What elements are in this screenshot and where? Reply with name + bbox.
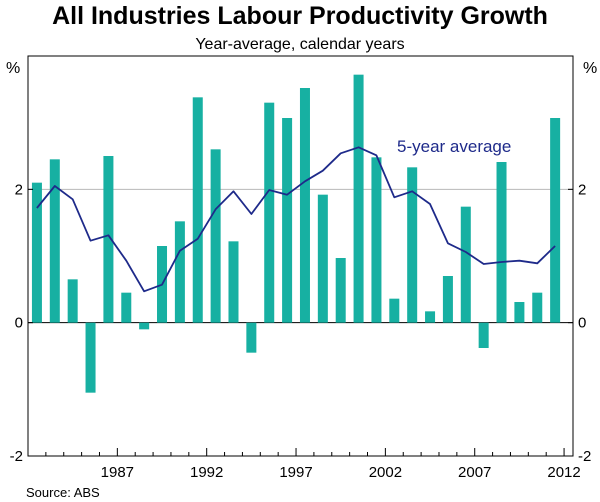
xtick-label-1997: 1997 — [279, 464, 312, 481]
bar-1990 — [174, 221, 185, 323]
bar-2010 — [532, 292, 543, 323]
bar-1988 — [139, 322, 150, 330]
y-unit-right: % — [583, 60, 597, 77]
bar-series — [31, 74, 561, 393]
xtick-label-2002: 2002 — [369, 464, 402, 481]
bar-1993 — [228, 241, 239, 323]
xtick-label-2007: 2007 — [458, 464, 491, 481]
xtick-label-1987: 1987 — [101, 464, 134, 481]
bar-1999 — [335, 258, 346, 323]
bar-2007 — [478, 322, 489, 348]
bar-1994 — [246, 322, 257, 353]
bar-1992 — [210, 149, 221, 323]
bar-1987 — [121, 292, 132, 323]
plot-frame — [27, 55, 574, 457]
ytick-left-label-2: 2 — [15, 181, 23, 198]
bar-2005 — [442, 276, 453, 323]
axis-ticks: -2 -2 0 0 2 2 1987 1992 1997 2002 2007 2012 — [10, 181, 592, 481]
bar-2004 — [425, 311, 436, 323]
bar-1985 — [85, 322, 96, 393]
bar-2002 — [389, 298, 400, 323]
chart-title: All Industries Labour Productivity Growt… — [52, 2, 548, 30]
bar-1996 — [282, 118, 293, 323]
bar-2008 — [496, 162, 507, 323]
ytick-left-label-0: -2 — [10, 448, 23, 465]
bar-1998 — [317, 194, 328, 323]
bar-2003 — [407, 167, 418, 323]
bar-1984 — [67, 279, 78, 323]
bar-2011 — [550, 118, 561, 323]
ytick-left-label-1: 0 — [15, 315, 23, 332]
bar-1983 — [49, 159, 60, 323]
source-note: Source: ABS — [26, 485, 100, 500]
line-annotation: 5-year average — [397, 137, 511, 156]
ytick-right-label-2: 2 — [578, 181, 586, 198]
ytick-right-label-1: 0 — [578, 315, 586, 332]
bar-1995 — [264, 102, 275, 323]
bar-2006 — [460, 206, 471, 323]
average-line — [36, 146, 556, 293]
plot-border — [27, 55, 574, 457]
average-line-series — [36, 146, 556, 293]
y-unit-left: % — [6, 60, 20, 77]
bar-2009 — [514, 302, 525, 323]
bar-1982 — [31, 182, 42, 323]
bar-1986 — [103, 156, 114, 323]
bar-1991 — [192, 97, 203, 323]
chart-subtitle: Year-average, calendar years — [195, 36, 404, 53]
ytick-right-label-0: -2 — [578, 448, 591, 465]
xtick-label-2012: 2012 — [547, 464, 580, 481]
xtick-label-1992: 1992 — [190, 464, 223, 481]
bar-2000 — [353, 74, 364, 323]
bar-1997 — [299, 88, 310, 323]
bar-2001 — [371, 157, 382, 323]
